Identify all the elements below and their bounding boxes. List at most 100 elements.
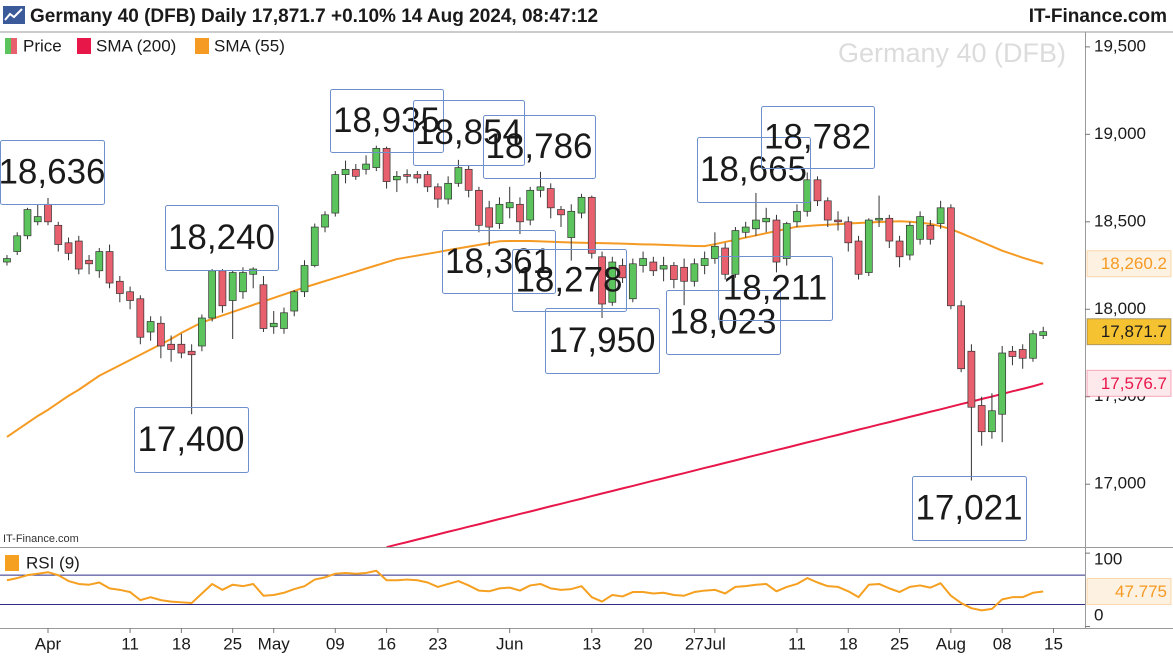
candle-body: [731, 230, 740, 275]
candle-body: [434, 186, 442, 200]
candle-body: [670, 265, 678, 280]
annotation-box: [545, 308, 660, 374]
x-tick-label: 11: [788, 634, 806, 653]
last-value-box: [1086, 369, 1172, 397]
candle-body: [782, 223, 791, 259]
y-tick-label: 100: [1094, 549, 1122, 568]
candle-body: [936, 207, 945, 224]
candle-body: [351, 168, 360, 177]
candle-body: [1018, 349, 1027, 359]
candle-body: [639, 258, 647, 266]
candle-body: [362, 163, 370, 170]
x-tick-label: 23: [428, 634, 447, 653]
candle-body: [967, 350, 976, 408]
candle-body: [259, 284, 268, 329]
candle-body: [577, 196, 586, 214]
candle-body: [505, 202, 514, 209]
candle-body: [423, 174, 432, 188]
brand: IT-Finance.com: [1029, 6, 1167, 27]
candle-body: [392, 175, 401, 181]
legend-swatch: [11, 38, 17, 54]
candle-body: [208, 270, 217, 319]
x-tick-label: 11: [121, 634, 139, 653]
last-value-box: [1086, 318, 1172, 346]
candle-body: [793, 210, 801, 223]
candle-body: [988, 410, 996, 433]
candle-body: [475, 189, 483, 226]
annotation-label: 17,021: [915, 488, 1022, 527]
candle-body: [64, 242, 73, 254]
legend-label: Price: [23, 36, 62, 55]
candle-body: [957, 305, 965, 370]
last-value-label: 17,576.7: [1101, 374, 1167, 393]
x-tick-label: 20: [634, 634, 653, 653]
candle-body: [741, 226, 750, 233]
candle-body: [464, 168, 473, 191]
candle-body: [1008, 350, 1017, 357]
logo-glyph: [4, 8, 23, 21]
annotation-label: 18,854: [415, 113, 522, 152]
y-tick-label: 19,500: [1094, 36, 1146, 55]
watermark: Germany 40 (DFB): [838, 38, 1066, 68]
annotation-box: [483, 115, 596, 179]
candle-body: [136, 298, 145, 338]
x-tick-label: 25: [890, 634, 909, 653]
legend-swatch: [5, 38, 11, 54]
candle-body: [382, 147, 391, 182]
candle-body: [526, 189, 535, 221]
candle-body: [844, 221, 853, 244]
candle-body: [444, 182, 452, 200]
candle-body: [280, 312, 288, 329]
frame: [0, 0, 1173, 629]
legend-label: RSI (9): [26, 553, 80, 572]
candle-body: [834, 219, 842, 223]
annotation-box: [761, 106, 875, 169]
annotation-label: 18,023: [669, 302, 776, 341]
candle-body: [947, 207, 955, 307]
y-tick-label: 18,500: [1094, 211, 1146, 230]
y-tick-label: 18,000: [1094, 299, 1146, 318]
candle-body: [95, 251, 104, 272]
candle-body: [177, 343, 186, 354]
candle-body: [926, 224, 935, 240]
candle-body: [331, 174, 340, 214]
legend-swatch: [5, 555, 19, 571]
candle-body: [772, 219, 781, 263]
candle-body: [680, 266, 688, 282]
candle-body: [300, 265, 309, 293]
y-tick-label: 0: [1094, 605, 1103, 624]
source: IT-Finance.com: [3, 533, 79, 545]
x-tick-label: 18: [172, 634, 191, 653]
x-tick-label: 16: [377, 634, 396, 653]
y-tick-label: 19,000: [1094, 124, 1146, 143]
candle-body: [372, 147, 381, 168]
x-tick-label: 08: [993, 634, 1012, 653]
candle-body: [895, 240, 904, 258]
annotation-label: 18,211: [723, 268, 827, 307]
candle-body: [598, 256, 606, 305]
annotation-box: [697, 137, 811, 203]
y-tick-label: 17,000: [1094, 474, 1146, 493]
candle-body: [228, 272, 237, 301]
x-tick-label: 25: [223, 634, 242, 653]
candle-body: [762, 217, 771, 223]
candle-body: [711, 245, 719, 259]
legend: Price SMA (200) SMA (55) RSI (9): [5, 36, 285, 572]
annotation-label: 18,636: [0, 152, 106, 191]
candle-body: [998, 352, 1007, 415]
line-series: [6, 569, 1044, 612]
header-bar: [0, 0, 1173, 32]
annotation-label: 18,361: [445, 242, 552, 281]
annotation-box: [442, 230, 556, 294]
candle-body: [249, 268, 258, 275]
x-tick-label: 27: [685, 634, 704, 653]
candle-body: [310, 226, 319, 266]
candle-body: [290, 291, 299, 312]
annotation-label: 18,935: [333, 101, 440, 140]
annotation-box: [512, 249, 627, 312]
legend-label: SMA (200): [96, 36, 176, 55]
candle-body: [85, 259, 93, 265]
x-tick-label: 09: [326, 634, 345, 653]
candle-body: [649, 261, 658, 272]
candle-body: [1039, 331, 1048, 336]
